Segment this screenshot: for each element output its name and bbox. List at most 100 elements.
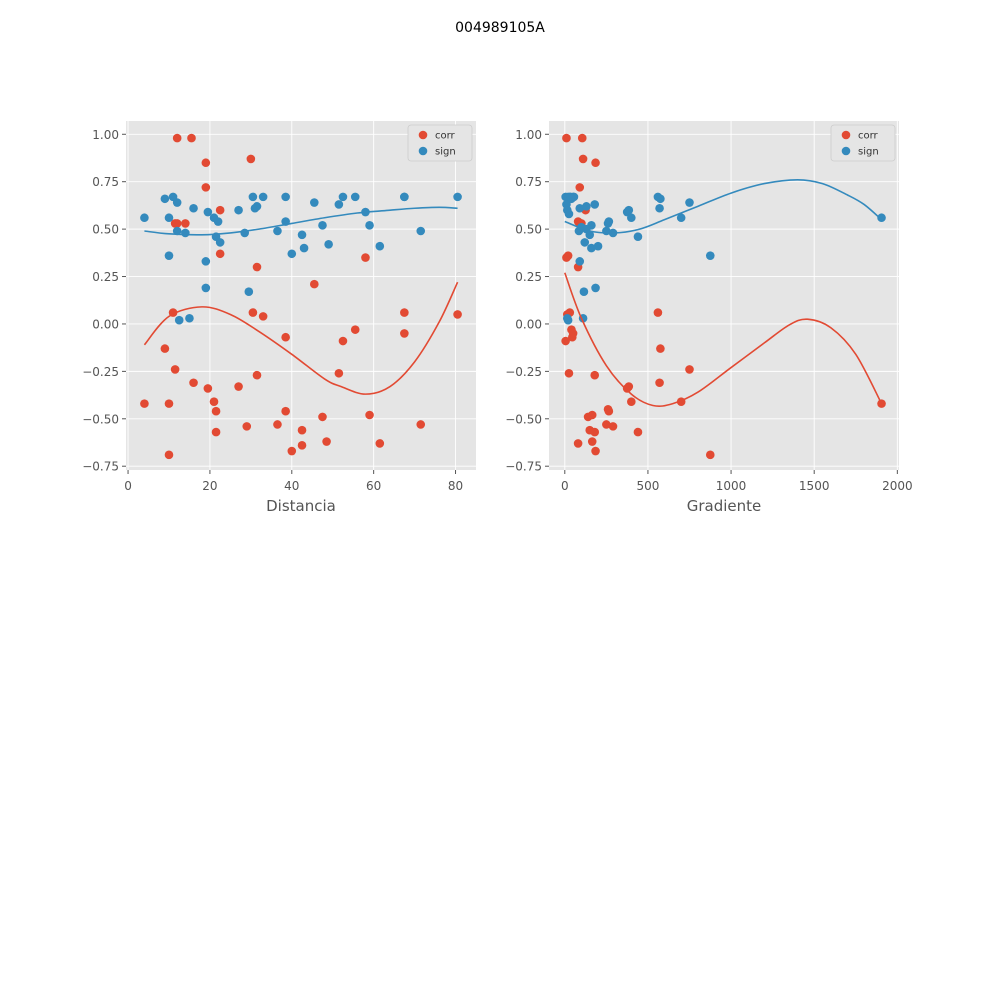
sign-point <box>181 228 190 238</box>
sign-point <box>213 217 223 226</box>
sign-point <box>564 209 574 219</box>
y-tick-label: −0.75 <box>505 460 542 474</box>
corr-point <box>564 368 574 378</box>
corr-point <box>209 397 219 407</box>
corr-point <box>252 370 262 380</box>
corr-point <box>252 262 262 272</box>
corr-point <box>181 219 190 228</box>
corr-point <box>361 253 370 262</box>
corr-point <box>189 378 198 388</box>
legend-label-corr: corr <box>858 131 879 142</box>
corr-point <box>215 249 225 259</box>
sign-point <box>350 192 360 202</box>
corr-point <box>248 308 258 317</box>
sign-point <box>566 192 575 202</box>
sign-point <box>575 257 585 266</box>
y-tick-label: −0.50 <box>82 412 119 426</box>
corr-point <box>590 370 600 380</box>
corr-point <box>297 425 307 435</box>
legend-marker-corr <box>418 130 428 140</box>
corr-point <box>573 439 583 448</box>
sign-point <box>365 221 374 230</box>
y-tick-label: 0.50 <box>92 223 119 237</box>
corr-point <box>365 410 374 420</box>
corr-point <box>685 365 694 374</box>
sign-point <box>287 249 297 259</box>
corr-point <box>562 253 571 262</box>
corr-point <box>653 308 663 317</box>
y-tick-label: −0.25 <box>82 365 119 379</box>
corr-point <box>350 325 360 334</box>
sign-point <box>318 221 327 230</box>
x-tick-label: 500 <box>636 479 659 493</box>
sign-point <box>627 213 636 223</box>
legend-label-sign: sign <box>858 147 879 158</box>
sign-point <box>189 203 198 213</box>
corr-point <box>622 384 632 393</box>
sign-point <box>579 287 589 297</box>
x-axis-label: Distancia <box>266 497 336 515</box>
corr-point <box>211 427 221 437</box>
sign-point <box>563 315 573 325</box>
corr-point <box>164 450 174 460</box>
corr-point <box>201 183 211 192</box>
y-tick-label: 0.00 <box>92 317 119 331</box>
sign-point <box>201 257 211 266</box>
sign-point <box>201 283 211 293</box>
corr-point <box>627 397 636 407</box>
sign-point <box>591 283 600 293</box>
sign-point <box>234 205 243 215</box>
sign-point <box>244 287 254 297</box>
sign-point <box>174 315 184 325</box>
subplot-gradiente: 0 500 1000 1500 2000 −0.75 −0.50 −0.25 0.00 0.25 0… <box>505 121 913 515</box>
x-tick-label: 2000 <box>882 479 913 493</box>
legend-marker-corr <box>841 130 851 140</box>
corr-point <box>400 329 409 338</box>
corr-point <box>160 344 170 353</box>
sign-point <box>140 213 149 223</box>
corr-point <box>211 406 221 416</box>
sign-point <box>624 205 634 215</box>
corr-point <box>203 384 213 393</box>
sign-point <box>299 243 309 253</box>
sign-point <box>590 200 600 209</box>
plot-area <box>549 121 899 470</box>
sign-point <box>185 313 194 323</box>
sign-point <box>248 192 258 202</box>
sign-point <box>164 213 174 223</box>
corr-point <box>591 446 600 456</box>
corr-point <box>562 133 571 143</box>
corr-point <box>297 441 307 450</box>
corr-point <box>705 450 715 460</box>
sign-point <box>375 241 385 251</box>
legend-label-sign: sign <box>435 147 456 158</box>
corr-fit-line <box>143 281 459 395</box>
corr-point <box>310 279 319 289</box>
x-tick-label: 1500 <box>799 479 830 493</box>
corr-point <box>234 382 243 391</box>
subplot-distancia: 0 20 40 60 80 −0.75 −0.50 −0.25 0.00 0.25 0.50 0.75… <box>82 121 476 515</box>
corr-point <box>338 336 348 346</box>
corr-point <box>172 133 182 143</box>
corr-point <box>172 219 182 228</box>
x-tick-label: 20 <box>202 479 217 493</box>
sign-fit-line <box>144 206 458 236</box>
sign-point <box>400 192 409 202</box>
corr-fit-line <box>564 272 883 407</box>
corr-point <box>242 422 252 431</box>
corr-point <box>583 412 593 422</box>
corr-point <box>273 420 282 429</box>
sign-point <box>172 198 182 207</box>
sign-point <box>685 198 694 207</box>
sign-point <box>203 207 213 217</box>
sign-point <box>334 200 344 209</box>
y-tick-label: 0.25 <box>92 270 119 284</box>
corr-point <box>655 378 664 388</box>
sign-point <box>416 226 426 236</box>
y-tick-label: 0.75 <box>515 175 542 189</box>
sign-point <box>580 238 590 247</box>
corr-point <box>603 405 613 414</box>
corr-point <box>561 336 570 346</box>
corr-point <box>577 133 587 143</box>
sign-point <box>582 202 591 211</box>
